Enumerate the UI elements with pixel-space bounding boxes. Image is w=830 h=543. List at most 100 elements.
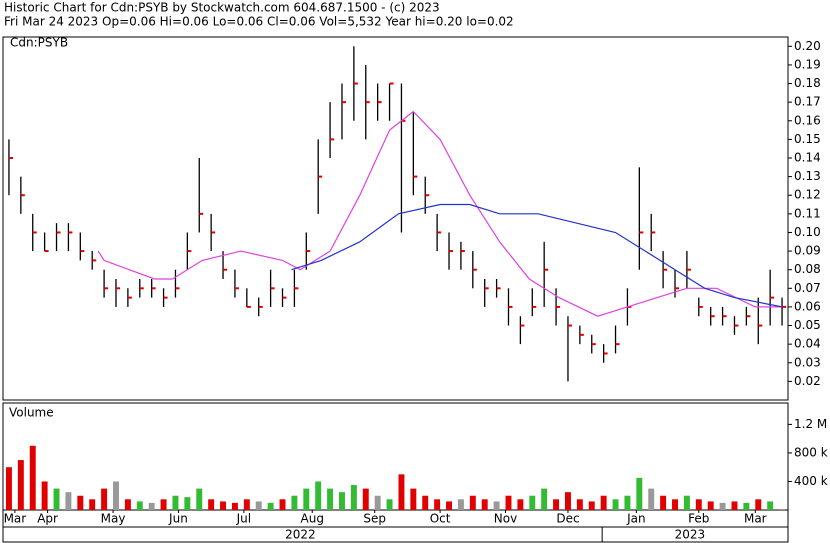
header-line1: Historic Chart for Cdn:PSYB by Stockwatc… [4, 1, 440, 15]
volume-bar [624, 495, 631, 510]
y-tick-label: 0.08 [794, 262, 821, 276]
x-tick-label: Mar [744, 512, 767, 526]
y-tick-label: 0.03 [794, 355, 821, 369]
volume-bar [172, 495, 179, 510]
y-tick-label: 0.02 [794, 374, 821, 388]
volume-bar [220, 501, 227, 510]
x-tick-label: Aug [301, 512, 324, 526]
volume-bar [446, 501, 452, 510]
x-tick-label: Mar [4, 512, 27, 526]
volume-bar [267, 502, 274, 510]
x-tick-label: Apr [37, 512, 58, 526]
y-tick-label: 0.19 [794, 57, 821, 71]
volume-bar [410, 488, 417, 510]
volume-bar [386, 499, 393, 510]
volume-bar [434, 499, 441, 510]
volume-bar [208, 499, 215, 510]
y-tick-label: 0.14 [794, 151, 821, 165]
volume-bar [636, 477, 643, 510]
y-tick-label: 0.17 [794, 95, 821, 109]
volume-bar [600, 495, 607, 510]
volume-bar [53, 488, 60, 510]
volume-bar [588, 501, 595, 510]
volume-bar [767, 501, 774, 510]
volume-bar [576, 499, 583, 510]
y-tick-label: 0.20 [794, 39, 821, 53]
volume-bar [77, 495, 84, 510]
volume-bar [683, 495, 690, 510]
y-tick-label: 0.11 [794, 206, 821, 220]
volume-bar [612, 499, 619, 510]
moving-average [291, 203, 783, 308]
y-tick-label: 0.06 [794, 299, 821, 313]
volume-bar [41, 481, 48, 510]
volume-bar [255, 501, 262, 510]
y-tick-label: 0.12 [794, 188, 821, 202]
y-tick-label: 0.04 [794, 337, 821, 351]
volume-bar [755, 499, 762, 510]
volume-title: Volume [9, 406, 54, 420]
volume-bar [398, 474, 405, 510]
volume-bar [17, 460, 24, 510]
volume-panel [2, 402, 789, 511]
volume-tick-label: 800 k [794, 445, 828, 459]
volume-bar [339, 492, 345, 510]
volume-bar [136, 501, 143, 510]
volume-bar [89, 499, 96, 510]
volume-bar [672, 499, 678, 510]
year-label: 2022 [285, 528, 316, 542]
volume-bar [160, 499, 167, 510]
x-tick-label: Feb [688, 512, 709, 526]
volume-bar [743, 502, 750, 510]
volume-bar [113, 481, 119, 510]
y-tick-label: 0.09 [794, 244, 821, 258]
volume-tick-label: 1.2 M [794, 417, 827, 431]
volume-bar [124, 499, 131, 510]
volume-bar [457, 499, 464, 510]
volume-bar [719, 502, 726, 510]
symbol-label: Cdn:PSYB [10, 36, 68, 50]
volume-bar [231, 502, 238, 510]
volume-bar [481, 499, 488, 510]
volume-bar [517, 499, 524, 510]
volume-bar [196, 488, 203, 510]
volume-bar [362, 488, 369, 510]
volume-bar [660, 495, 667, 510]
y-tick-label: 0.13 [794, 169, 821, 183]
year-axis [2, 526, 789, 543]
volume-bar [101, 488, 108, 510]
y-tick-label: 0.16 [794, 113, 821, 127]
volume-bar [148, 502, 155, 510]
volume-bar [469, 495, 476, 510]
price-panel [2, 36, 789, 401]
x-tick-label: Sep [363, 512, 386, 526]
moving-average [97, 110, 783, 317]
volume-bar [243, 499, 250, 510]
volume-bar [731, 501, 738, 510]
y-tick-label: 0.18 [794, 76, 821, 90]
x-tick-label: Jun [168, 512, 188, 526]
volume-bar [707, 501, 714, 510]
volume-bar [541, 488, 548, 510]
volume-tick-label: 400 k [794, 474, 828, 488]
volume-bar [279, 499, 286, 510]
x-tick-label: Jan [626, 512, 646, 526]
header-line2: Fri Mar 24 2023 Op=0.06 Hi=0.06 Lo=0.06 … [4, 15, 514, 29]
y-tick-label: 0.05 [794, 318, 821, 332]
x-tick-label: May [101, 512, 126, 526]
year-label: 2023 [675, 528, 706, 542]
volume-bar [695, 499, 702, 510]
volume-bar [291, 495, 298, 510]
x-tick-label: Oct [430, 512, 451, 526]
volume-bar [374, 495, 381, 510]
volume-bar [529, 495, 536, 510]
volume-bar [184, 497, 191, 510]
volume-bar [648, 488, 655, 510]
x-tick-label: Jul [236, 512, 251, 526]
volume-bar [564, 492, 571, 510]
volume-bar [29, 445, 36, 510]
volume-bar [505, 495, 512, 510]
volume-bar [5, 467, 12, 510]
y-tick-label: 0.07 [794, 281, 821, 295]
